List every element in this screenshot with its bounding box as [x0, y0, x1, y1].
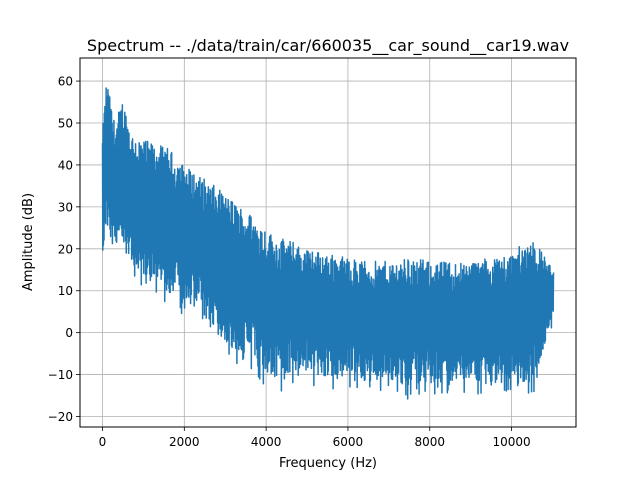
x-tick-label: 6000 — [333, 435, 364, 449]
x-tick-label: 0 — [99, 435, 107, 449]
y-tick-label: −10 — [48, 368, 73, 382]
y-tick-label: 30 — [58, 200, 73, 214]
y-tick-label: −20 — [48, 410, 73, 424]
plot-frame — [79, 57, 577, 428]
spectrum-series — [101, 87, 555, 400]
x-tick-label: 2000 — [169, 435, 200, 449]
y-tick-label: 50 — [58, 116, 73, 130]
x-axis: 0 2000 4000 6000 8000 10000 — [99, 427, 531, 449]
y-tick-label: 10 — [58, 284, 73, 298]
chart-title: Spectrum -- ./data/train/car/660035__car… — [87, 36, 569, 56]
y-tick-label: 40 — [58, 158, 73, 172]
y-tick-label: 0 — [65, 326, 73, 340]
y-tick-label: 20 — [58, 242, 73, 256]
spectrum-line — [101, 87, 555, 400]
y-axis: −20 −10 0 10 20 30 40 50 60 — [48, 75, 80, 424]
x-tick-label: 8000 — [414, 435, 445, 449]
x-tick-label: 10000 — [492, 435, 530, 449]
x-tick-label: 4000 — [251, 435, 282, 449]
y-axis-label: Amplitude (dB) — [21, 193, 36, 291]
y-tick-label: 60 — [58, 75, 73, 89]
x-axis-label: Frequency (Hz) — [279, 456, 377, 471]
